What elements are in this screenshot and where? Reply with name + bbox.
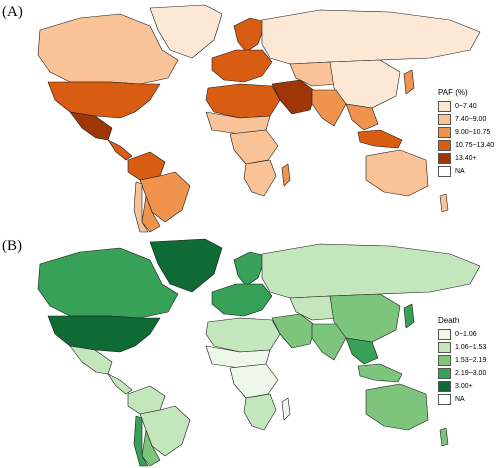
legend-item: 1.06~1.53	[438, 341, 486, 354]
legend-paf: PAF (%) 0~7.40 7.40~9.00 9.00~10.75 10.75~1…	[438, 88, 494, 178]
country-region-southern-africa	[243, 159, 277, 197]
legend-item: 2.19~3.00	[438, 367, 486, 380]
legend-item: 9.00~10.75	[438, 126, 494, 139]
legend-swatch	[438, 166, 451, 177]
country-region-usa	[47, 315, 161, 353]
legend-item: 0~7.40	[438, 100, 494, 113]
country-region-chile	[133, 415, 149, 467]
legend-item: 7.40~9.00	[438, 113, 494, 126]
country-region-usa	[47, 81, 161, 119]
legend-item: NA	[438, 165, 494, 178]
country-region-north-africa	[205, 317, 281, 353]
country-region-central-africa	[229, 129, 279, 165]
country-region-india	[311, 89, 347, 127]
world-map-paf	[37, 4, 481, 233]
legend-label: 10.75~13.40	[455, 142, 495, 149]
legend-swatch	[438, 355, 451, 366]
legend-label: 9.00~10.75	[455, 129, 491, 136]
legend-death: Death 0~1.06 1.06~1.53 1.53~2.19 2.19~3.00 3…	[438, 316, 486, 406]
legend-label: NA	[455, 396, 465, 403]
country-region-middle-east	[271, 79, 317, 115]
country-region-southern-africa	[243, 393, 277, 431]
world-map-death	[37, 238, 481, 467]
legend-label: 1.53~2.19	[455, 357, 487, 364]
country-region-madagascar	[281, 397, 291, 421]
panel-label-a: (A)	[2, 4, 23, 20]
legend-label: 2.19~3.00	[455, 370, 487, 377]
legend-label: NA	[455, 168, 465, 175]
country-region-greenland	[149, 238, 223, 293]
panel-paf-map: (A) PAF (%) 0~7.40 7.40~9.00 9.00~10.75 10.…	[2, 4, 494, 233]
country-region-europe	[211, 49, 273, 83]
legend-swatch	[438, 342, 451, 353]
country-region-central-america	[107, 139, 133, 161]
legend-swatch	[438, 153, 451, 164]
country-region-indonesia	[357, 129, 403, 149]
country-region-chile	[133, 181, 149, 233]
country-region-north-africa	[205, 83, 281, 119]
legend-label: 1.06~1.53	[455, 344, 487, 351]
legend-swatch	[438, 127, 451, 138]
country-region-europe	[211, 283, 273, 317]
legend-label: 0~7.40	[455, 103, 477, 110]
country-region-south-america-n	[127, 151, 166, 181]
country-region-japan	[403, 303, 415, 329]
country-region-south-america-s	[141, 195, 161, 233]
country-region-australia	[365, 383, 429, 431]
panel-label-b: (B)	[2, 238, 22, 254]
country-region-central-africa	[229, 363, 279, 399]
legend-label: 3.00+	[455, 383, 473, 390]
country-region-india	[311, 323, 347, 361]
country-region-se-asia	[345, 103, 379, 131]
legend-rows-paf: 0~7.40 7.40~9.00 9.00~10.75 10.75~13.40 13.4…	[438, 100, 494, 178]
country-region-south-america-n	[127, 385, 166, 415]
legend-swatch	[438, 101, 451, 112]
country-region-new-zealand	[439, 193, 449, 213]
country-region-greenland	[149, 4, 223, 59]
legend-item: 13.40+	[438, 152, 494, 165]
legend-rows-death: 0~1.06 1.06~1.53 1.53~2.19 2.19~3.00 3.00+ NA	[438, 328, 486, 406]
country-region-central-america	[107, 373, 133, 395]
legend-title-paf: PAF (%)	[438, 88, 468, 97]
country-region-canada	[37, 247, 179, 319]
country-region-middle-east	[271, 313, 317, 349]
legend-label: 0~1.06	[455, 331, 477, 338]
country-region-new-zealand	[439, 427, 449, 447]
panel-death-map: (B) Death 0~1.06 1.06~1.53 1.53~2.19 2.19~3…	[0, 234, 500, 468]
country-region-scandinavia	[233, 17, 267, 53]
country-region-australia	[365, 149, 429, 197]
legend-label: 13.40+	[455, 155, 477, 162]
legend-label: 7.40~9.00	[455, 116, 487, 123]
legend-swatch	[438, 329, 451, 340]
legend-item: 10.75~13.40	[438, 139, 494, 152]
country-region-indonesia	[357, 363, 403, 383]
country-region-russia	[261, 243, 481, 299]
country-region-canada	[37, 13, 179, 85]
legend-item: NA	[438, 393, 486, 406]
legend-item: 1.53~2.19	[438, 354, 486, 367]
country-region-scandinavia	[233, 251, 267, 287]
country-region-madagascar	[281, 163, 291, 187]
legend-swatch	[438, 114, 451, 125]
legend-swatch	[438, 394, 451, 405]
legend-item: 3.00+	[438, 380, 486, 393]
country-region-south-america-s	[141, 429, 161, 467]
legend-title-death: Death	[438, 316, 460, 325]
legend-swatch	[438, 368, 451, 379]
country-region-se-asia	[345, 337, 379, 365]
legend-swatch	[438, 140, 451, 151]
country-region-japan	[403, 69, 415, 95]
legend-swatch	[438, 381, 451, 392]
country-region-russia	[261, 9, 481, 65]
legend-item: 0~1.06	[438, 328, 486, 341]
